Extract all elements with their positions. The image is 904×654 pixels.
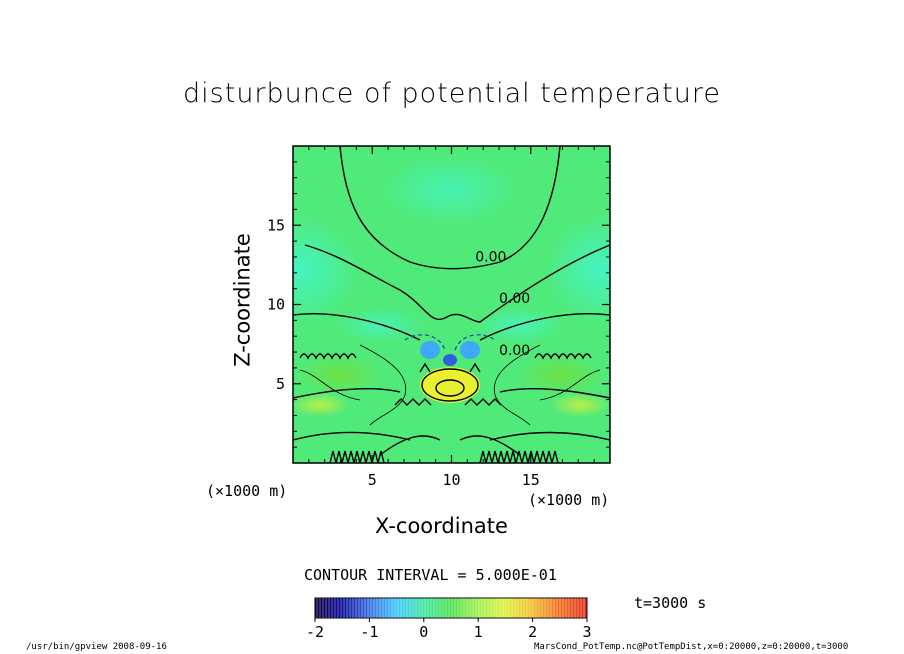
contour-interval: CONTOUR INTERVAL = 5.000E-01: [304, 566, 557, 584]
colorbar-tick-label: -1: [360, 623, 378, 641]
footer-left: /usr/bin/gpview 2008-09-16: [26, 642, 167, 652]
heatmap-field: [293, 146, 610, 463]
footer-right: MarsCond_PotTemp.nc@PotTempDist,x=0:2000…: [534, 642, 849, 652]
x-unit-label: (×1000 m): [206, 482, 288, 500]
contour-label: 0.00: [499, 291, 530, 307]
x-tick-label: 10: [442, 471, 460, 489]
x-axis-label: X-coordinate: [375, 514, 508, 538]
contour-label: 0.00: [499, 343, 530, 359]
colorbar-ticks: -2 -1 0 1 2 3: [306, 618, 592, 641]
chart-title: disturbunce of potential temperature: [183, 78, 721, 109]
y-axis-label: Z-coordinate: [230, 233, 255, 367]
contour-label: 0.00: [475, 250, 506, 266]
axis-ticks: 5 10 15 5 10 15: [267, 146, 610, 489]
negative-contours: [404, 334, 496, 351]
colorbar-tick-label: 0: [419, 623, 428, 641]
colorbar-stripes: [316, 598, 585, 618]
x-tick-label: 15: [522, 471, 540, 489]
time-label: t=3000 s: [634, 594, 707, 612]
contour-lines: [293, 146, 610, 463]
colorbar-tick-label: -2: [306, 623, 324, 641]
x-unit-label-right: (×1000 m): [528, 491, 610, 509]
thin-contour-lines: [299, 344, 601, 426]
y-tick-label: 10: [267, 296, 285, 314]
colorbar: [314, 597, 588, 619]
colorbar-tick-label: 2: [528, 623, 537, 641]
colorbar-tick-label: 1: [474, 623, 483, 641]
x-tick-label: 5: [368, 471, 377, 489]
y-tick-label: 5: [276, 375, 285, 393]
contour-labels: 0.00 0.00 0.00: [475, 250, 530, 360]
colorbar-tick-label: 3: [582, 623, 591, 641]
y-tick-label: 15: [267, 216, 285, 234]
